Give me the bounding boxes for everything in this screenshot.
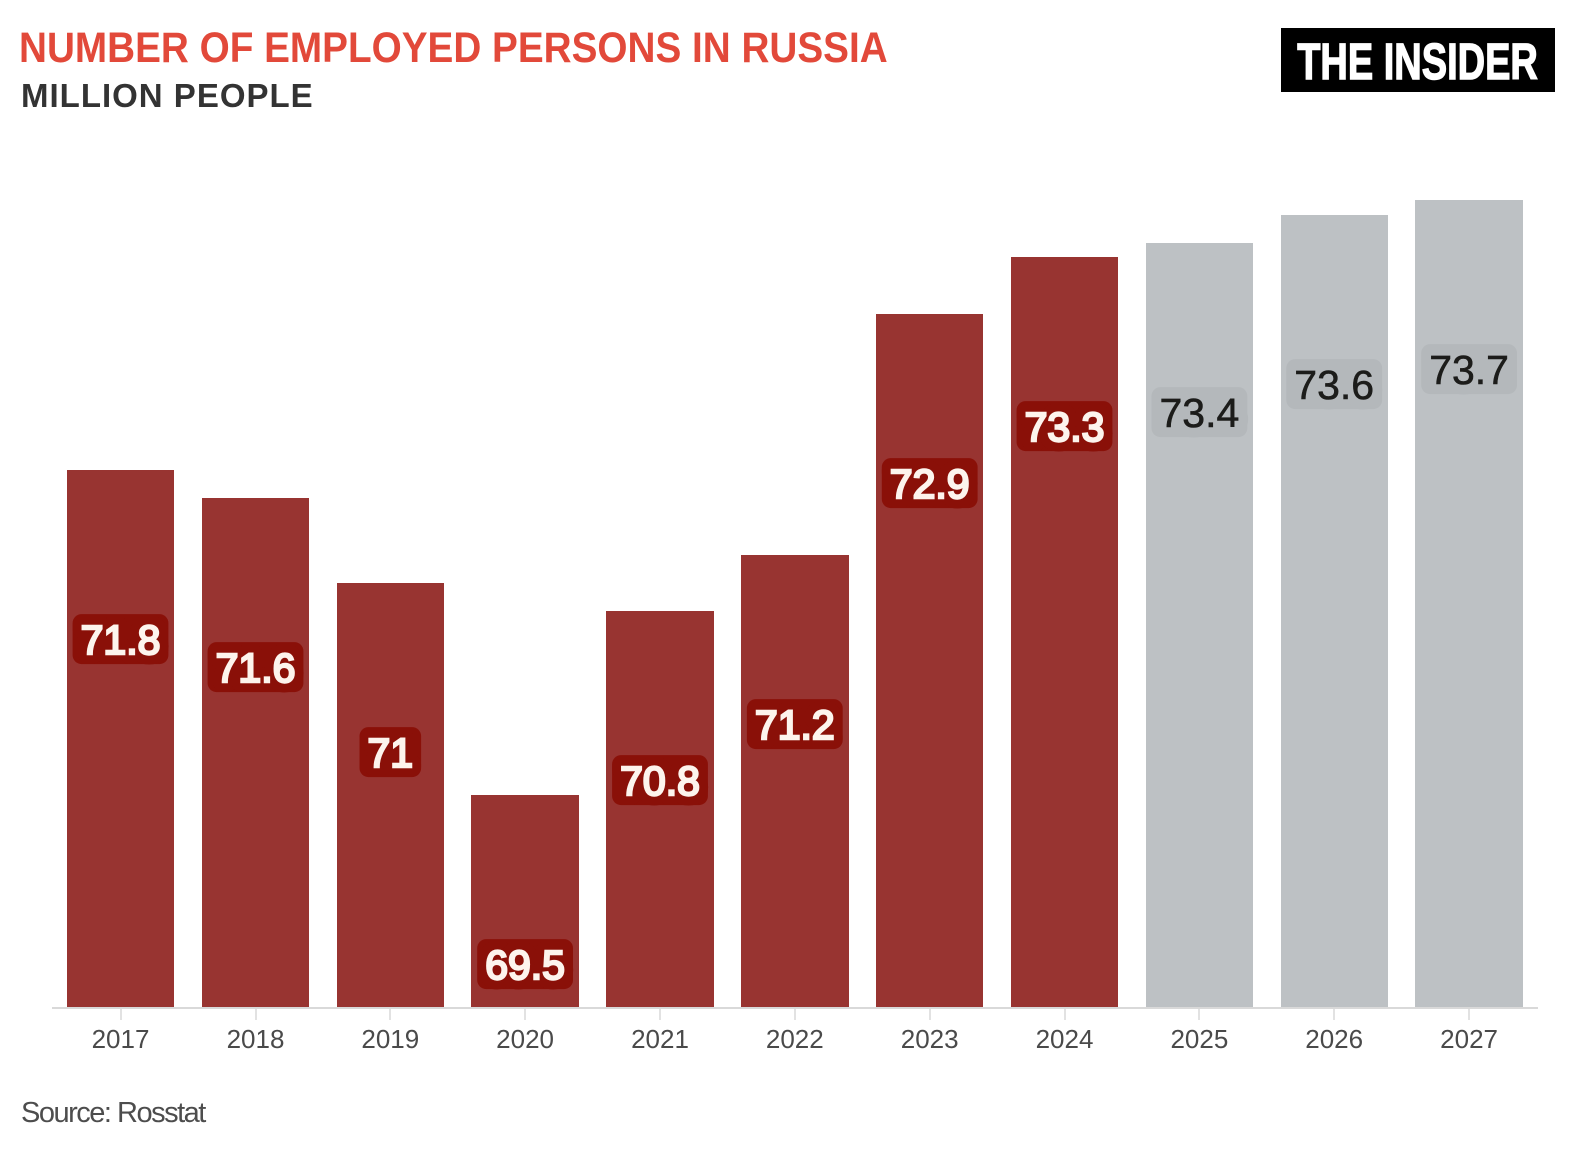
svg-text:73.4: 73.4 xyxy=(1159,390,1239,436)
svg-text:71.8: 71.8 xyxy=(81,617,161,663)
svg-text:72.9: 72.9 xyxy=(890,461,970,507)
svg-text:71.6: 71.6 xyxy=(216,645,296,691)
svg-text:71.2: 71.2 xyxy=(755,702,835,748)
svg-text:69.5: 69.5 xyxy=(485,942,565,988)
svg-text:73.3: 73.3 xyxy=(1025,404,1105,450)
svg-text:73.4: 73.4 xyxy=(1159,390,1239,436)
svg-text:73.6: 73.6 xyxy=(1294,362,1374,408)
svg-text:73.3: 73.3 xyxy=(1025,404,1105,450)
svg-text:71: 71 xyxy=(367,730,413,776)
svg-text:71.8: 71.8 xyxy=(81,617,161,663)
svg-text:72.9: 72.9 xyxy=(890,461,970,507)
svg-text:71.6: 71.6 xyxy=(216,645,296,691)
svg-text:71.2: 71.2 xyxy=(755,702,835,748)
svg-text:73.6: 73.6 xyxy=(1294,362,1374,408)
svg-text:71: 71 xyxy=(367,730,413,776)
svg-text:70.8: 70.8 xyxy=(620,758,700,804)
svg-text:73.7: 73.7 xyxy=(1429,347,1509,393)
svg-text:70.8: 70.8 xyxy=(620,758,700,804)
svg-text:69.5: 69.5 xyxy=(485,942,565,988)
svg-text:73.7: 73.7 xyxy=(1429,347,1509,393)
